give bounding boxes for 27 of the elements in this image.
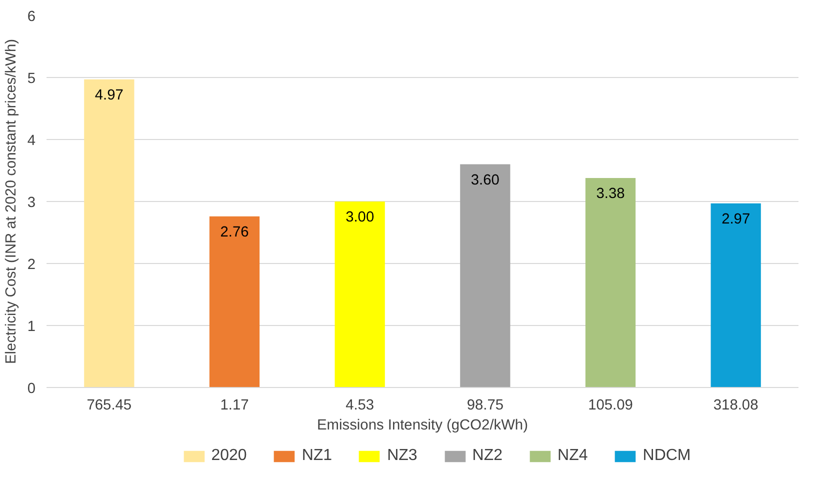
text: 4.97: [94, 87, 124, 104]
text: 2.97: [722, 211, 750, 228]
y-tick-label: 4: [27, 133, 36, 149]
text: 3.38: [596, 186, 625, 202]
legend-label: NDCM: [642, 447, 691, 465]
text: 2.76: [220, 224, 249, 240]
y-tick-label: 3: [27, 195, 36, 211]
legend-label: NZ2: [472, 447, 503, 465]
x-tick-label: 1.17: [220, 398, 249, 414]
x-tick-label: 765.45: [86, 398, 132, 414]
y-tick-label: 2: [27, 257, 36, 273]
x-tick-label: 105.09: [588, 398, 633, 414]
x-tick-label: 98.75: [466, 398, 504, 414]
x-tick-label: 318.08: [713, 398, 758, 414]
x-axis-title: Emissions Intensity (gCO2/kWh): [317, 418, 528, 434]
text: 3.60: [470, 172, 500, 188]
y-axis-title: Electricity Cost (INR at 2020 constant prices/kWh): [3, 38, 20, 364]
y-tick-label: 5: [27, 71, 36, 87]
y-tick-label: 6: [27, 9, 36, 25]
legend-label: NZ4: [558, 447, 588, 465]
legend-label: NZ1: [302, 447, 332, 465]
y-tick-label: 1: [27, 319, 36, 335]
legend-label: NZ3: [387, 447, 418, 465]
text: 3.00: [346, 210, 374, 226]
y-tick-label: 0: [27, 381, 36, 397]
x-tick-label: 4.53: [346, 398, 374, 414]
legend-label: 2020: [211, 447, 247, 465]
